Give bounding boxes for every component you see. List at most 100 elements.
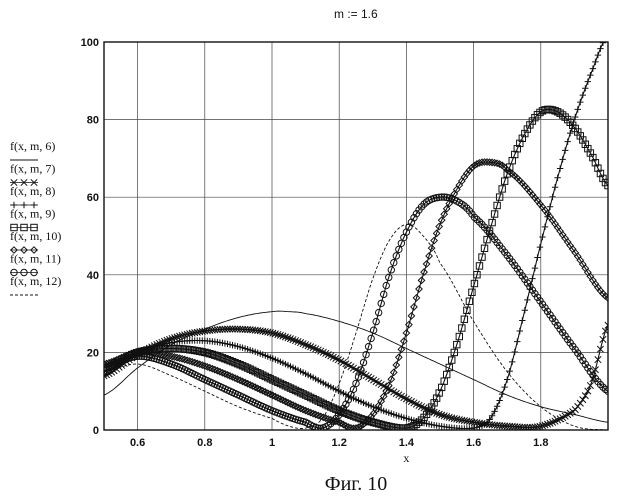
data-point: [478, 253, 486, 261]
figure-caption: Фиг. 10: [325, 473, 387, 495]
data-point: [596, 169, 605, 178]
data-point: [319, 399, 327, 408]
data-point: [601, 178, 608, 187]
data-point: [213, 352, 222, 360]
data-point: [286, 335, 295, 343]
data-point: [529, 275, 536, 282]
data-point: [605, 31, 611, 37]
data-point: [344, 423, 353, 430]
data-point: [432, 394, 441, 402]
data-point: [178, 354, 187, 363]
data-point: [390, 258, 398, 267]
data-point: [599, 42, 607, 46]
data-point: [440, 210, 449, 219]
data-point: [304, 407, 313, 416]
legend-label: f(x, m, 9): [10, 207, 55, 221]
data-point: [251, 367, 259, 376]
data-point: [526, 121, 534, 129]
data-point: [279, 332, 287, 340]
data-point: [440, 412, 448, 420]
data-point: [501, 383, 508, 391]
data-point: [445, 363, 453, 372]
legend-marker: [20, 268, 28, 277]
data-point: [473, 215, 481, 224]
data-point: [470, 279, 479, 288]
data-point: [417, 276, 426, 285]
data-point: [470, 161, 479, 170]
data-point: [352, 424, 360, 430]
data-point: [382, 281, 390, 290]
data-point: [427, 244, 436, 253]
data-point: [352, 413, 360, 421]
data-point: [322, 400, 330, 409]
data-point: [579, 91, 586, 99]
data-point: [597, 45, 604, 52]
data-point: [450, 348, 458, 357]
data-point: [430, 399, 438, 407]
x-tick-labels: 0.6 0.8 1 1.2 1.4 1.6 1.8: [130, 437, 548, 449]
data-point: [198, 348, 206, 356]
data-point: [223, 355, 232, 364]
data-point: [488, 158, 496, 167]
legend-swatch: [10, 246, 38, 254]
data-point: [435, 222, 444, 231]
data-point: [133, 352, 141, 361]
data-point: [586, 149, 595, 157]
data-point: [216, 353, 224, 361]
data-point: [259, 371, 267, 379]
data-point: [412, 293, 421, 302]
data-point: [533, 111, 542, 119]
data-point: [599, 383, 607, 391]
data-point: [382, 422, 390, 430]
data-point: [190, 358, 199, 367]
data-point: [301, 391, 310, 399]
data-point: [302, 341, 310, 349]
data-point: [581, 392, 589, 400]
data-point: [488, 412, 496, 419]
data-point: [198, 361, 207, 370]
x-tick-label: 1.8: [533, 437, 548, 449]
data-point: [203, 349, 212, 357]
y-tick-labels: 0 20 40 60 80 100: [81, 37, 99, 437]
data-point: [392, 361, 401, 369]
data-point: [599, 174, 607, 183]
data-point: [216, 367, 224, 376]
data-point: [364, 415, 373, 424]
data-point: [579, 356, 587, 365]
data-point: [138, 352, 146, 360]
data-point: [261, 372, 269, 381]
data-point: [301, 406, 310, 415]
data-point: [291, 386, 300, 395]
data-point: [425, 407, 433, 415]
data-point: [210, 365, 219, 374]
data-point: [256, 370, 264, 378]
data-point: [448, 356, 456, 364]
data-point: [281, 382, 290, 390]
data-point: [188, 357, 197, 366]
data-point: [407, 311, 416, 320]
data-point: [311, 410, 320, 419]
data-point: [440, 193, 448, 201]
data-point: [357, 415, 365, 423]
data-point: [200, 362, 209, 370]
data-point: [392, 252, 401, 260]
data-point: [354, 423, 363, 430]
data-point: [495, 193, 504, 201]
data-point: [213, 366, 222, 375]
data-point: [596, 380, 605, 389]
data-point: [483, 235, 491, 244]
y-tick-label: 40: [87, 270, 99, 282]
data-point: [233, 360, 242, 368]
data-point: [435, 193, 443, 202]
data-point: [264, 373, 272, 382]
data-point: [435, 410, 443, 418]
legend-marker: [20, 201, 28, 209]
data-point: [586, 381, 594, 390]
data-point: [193, 359, 202, 368]
data-point: [231, 358, 239, 367]
data-point: [367, 334, 375, 343]
data-point: [589, 65, 597, 72]
legend-marker: [20, 246, 28, 254]
data-point: [226, 356, 234, 365]
data-point: [163, 351, 171, 360]
